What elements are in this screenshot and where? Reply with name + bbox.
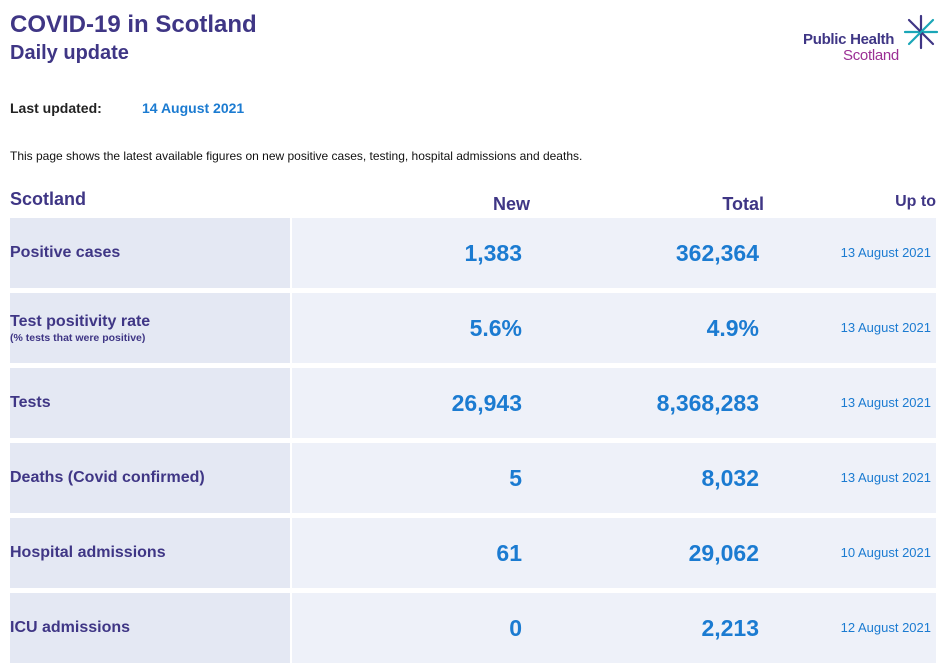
column-header-region: Scotland	[10, 189, 87, 209]
row-values-cell: 0 2,213 12 August 2021	[292, 593, 936, 663]
value-up-to: 10 August 2021	[840, 545, 931, 560]
value-up-to: 13 August 2021	[840, 320, 931, 335]
value-new: 26,943	[451, 390, 522, 416]
figures-table: Positive cases 1,383 362,364 13 August 2…	[10, 218, 936, 668]
table-row: Hospital admissions 61 29,062 10 August …	[10, 518, 936, 588]
row-sublabel: (% tests that were positive)	[10, 331, 146, 344]
value-new: 5.6%	[469, 315, 522, 341]
row-label-cell: Deaths (Covid confirmed)	[10, 443, 290, 513]
row-label-cell: ICU admissions	[10, 593, 290, 663]
column-header-up-to: Up to	[895, 193, 936, 210]
value-up-to: 13 August 2021	[840, 395, 931, 410]
value-total: 8,032	[701, 465, 759, 491]
row-values-cell: 5.6% 4.9% 13 August 2021	[292, 293, 936, 363]
value-up-to: 12 August 2021	[840, 620, 931, 635]
row-label: Hospital admissions	[10, 544, 166, 561]
table-row: Tests 26,943 8,368,283 13 August 2021	[10, 368, 936, 438]
value-total: 362,364	[675, 240, 759, 266]
row-label: Positive cases	[10, 244, 121, 261]
value-new: 0	[509, 615, 522, 641]
row-label-cell: Positive cases	[10, 218, 290, 288]
value-total: 2,213	[701, 615, 759, 641]
row-label: Test positivity rate	[10, 312, 151, 330]
table-row: Positive cases 1,383 362,364 13 August 2…	[10, 218, 936, 288]
logo-text-public-health: Public Health	[803, 31, 895, 48]
row-label: Deaths (Covid confirmed)	[10, 469, 205, 486]
row-label-cell: Test positivity rate (% tests that were …	[10, 293, 290, 363]
value-new: 1,383	[464, 240, 522, 266]
value-up-to: 13 August 2021	[840, 245, 931, 260]
value-up-to: 13 August 2021	[840, 470, 931, 485]
intro-text: This page shows the latest available fig…	[10, 149, 583, 163]
last-updated-date: 14 August 2021	[142, 100, 245, 116]
value-total: 29,062	[688, 540, 759, 566]
row-values-cell: 61 29,062 10 August 2021	[292, 518, 936, 588]
column-header-new: New	[492, 194, 530, 214]
star-burst-icon	[903, 14, 939, 50]
value-total: 8,368,283	[656, 390, 759, 416]
public-health-scotland-logo[interactable]: Public Health Scotland	[803, 14, 939, 66]
row-values-cell: 5 8,032 13 August 2021	[292, 443, 936, 513]
logo-text-scotland: Scotland	[843, 47, 899, 64]
column-header-total: Total	[722, 194, 764, 214]
table-row: Test positivity rate (% tests that were …	[10, 293, 936, 363]
row-values-cell: 1,383 362,364 13 August 2021	[292, 218, 936, 288]
table-row: ICU admissions 0 2,213 12 August 2021	[10, 593, 936, 663]
value-new: 61	[496, 540, 522, 566]
table-row: Deaths (Covid confirmed) 5 8,032 13 Augu…	[10, 443, 936, 513]
last-updated-label: Last updated:	[10, 100, 102, 116]
row-values-cell: 26,943 8,368,283 13 August 2021	[292, 368, 936, 438]
page-subtitle: Daily update	[10, 42, 129, 64]
value-new: 5	[509, 465, 522, 491]
row-label-cell: Tests	[10, 368, 290, 438]
value-total: 4.9%	[706, 315, 759, 341]
page-title: COVID-19 in Scotland	[10, 11, 257, 38]
row-label: Tests	[10, 394, 51, 411]
row-label: ICU admissions	[10, 619, 131, 636]
row-label-cell: Hospital admissions	[10, 518, 290, 588]
